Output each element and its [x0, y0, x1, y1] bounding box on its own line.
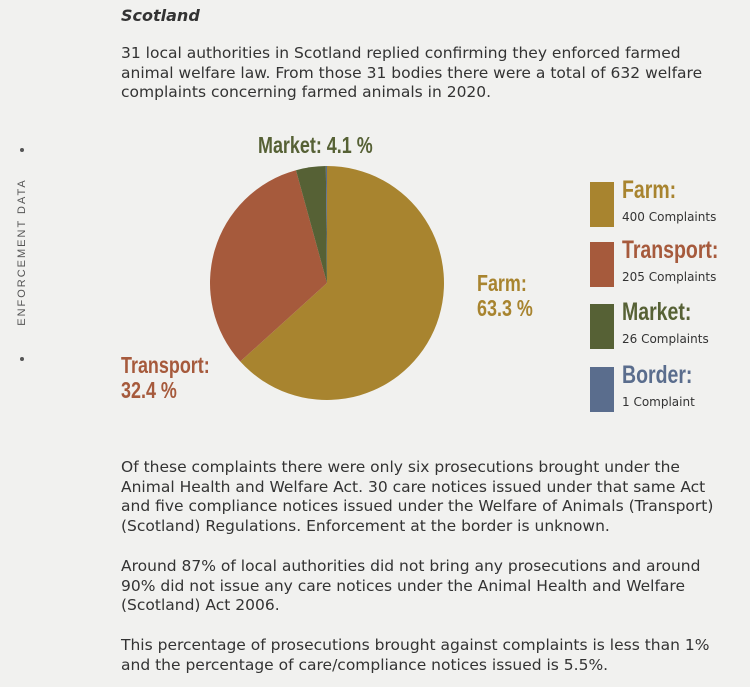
- legend-swatch: [590, 304, 614, 349]
- legend-count: 26 Complaints: [622, 332, 709, 346]
- pie-slice-border: [325, 166, 327, 283]
- farm-label-name: Farm:: [477, 270, 527, 296]
- legend-count: 205 Complaints: [622, 270, 717, 284]
- legend-swatch: [590, 367, 614, 412]
- paragraph-authorities: Around 87% of local authorities did not …: [121, 557, 701, 614]
- transport-label-percent: 32.4 %: [121, 377, 177, 403]
- pie-slice-market: [295, 166, 327, 283]
- legend-title: Farm:: [622, 176, 677, 204]
- pie-slice-transport: [209, 170, 327, 362]
- pie-slice-farm: [240, 166, 445, 400]
- legend-count: 1 Complaint: [622, 395, 695, 409]
- side-dot: [20, 148, 24, 152]
- section-heading: Scotland: [121, 6, 200, 25]
- transport-label-name: Transport:: [121, 352, 210, 378]
- market-label: Market: 4.1 %: [258, 132, 373, 158]
- farm-label: Farm: 63.3 %: [477, 271, 533, 321]
- legend-title: Border:: [622, 361, 693, 389]
- legend-swatch: [590, 182, 614, 227]
- legend-title: Transport:: [622, 236, 719, 264]
- farm-label-percent: 63.3 %: [477, 295, 533, 321]
- paragraph-prosecutions: Of these complaints there were only six …: [121, 458, 714, 535]
- paragraph-percentages: This percentage of prosecutions brought …: [121, 636, 710, 674]
- transport-label: Transport: 32.4 %: [121, 353, 210, 403]
- side-dot: [20, 357, 24, 361]
- legend-swatch: [590, 242, 614, 287]
- intro-paragraph: 31 local authorities in Scotland replied…: [121, 44, 703, 101]
- legend-count: 400 Complaints: [622, 210, 717, 224]
- legend-title: Market:: [622, 298, 692, 326]
